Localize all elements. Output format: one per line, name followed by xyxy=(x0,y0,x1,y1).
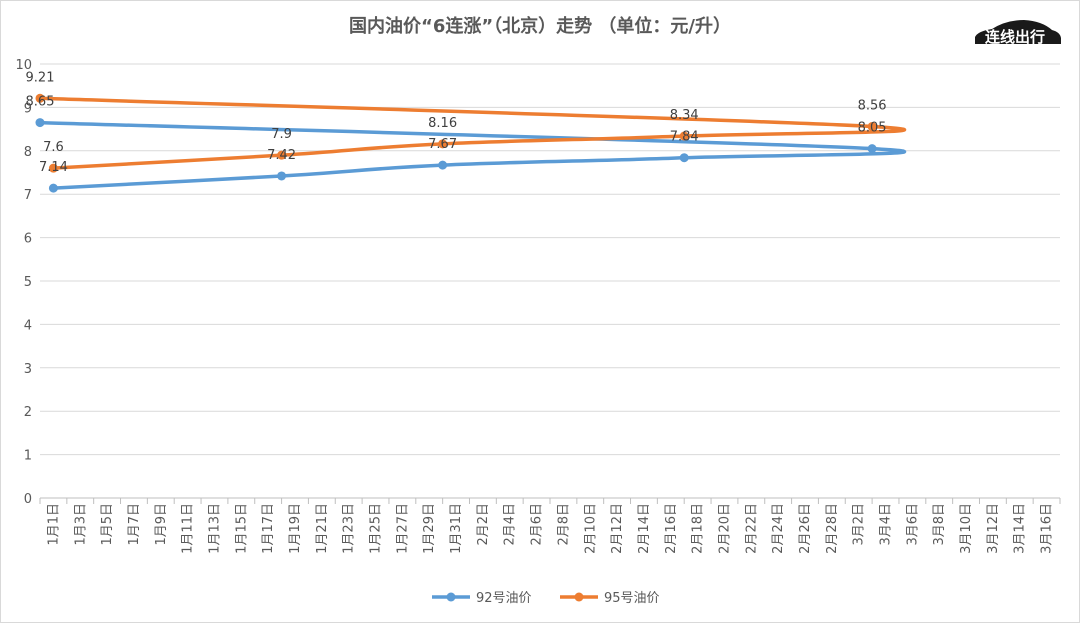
y-tick-label: 9 xyxy=(24,101,32,116)
data-label: 9.21 xyxy=(26,70,55,85)
data-labels: 7.14 7.42 7.67 7.84 8.05 8.65 7.6 7.9 8.16 8.34 8.… xyxy=(26,70,887,175)
y-tick-label: 8 xyxy=(24,145,32,160)
x-tick-label: 2月20日 xyxy=(717,503,732,554)
data-point xyxy=(867,121,877,131)
x-tick-label: 2月22日 xyxy=(744,503,759,554)
brand-logo: 连线出行 xyxy=(975,20,1061,46)
data-label: 7.14 xyxy=(39,160,68,175)
data-point xyxy=(48,183,58,193)
data-point xyxy=(48,163,58,173)
y-tick-label: 4 xyxy=(24,318,32,333)
gridlines xyxy=(40,63,1060,456)
legend-item[interactable]: 92号油价 xyxy=(432,591,532,606)
chart-title: 国内油价“6连涨”（北京）走势 （单位：元/升） xyxy=(349,15,731,37)
y-tick-label: 7 xyxy=(24,188,32,203)
x-tick-label: 1月13日 xyxy=(207,503,222,554)
x-tick-label: 3月12日 xyxy=(986,503,1001,554)
x-tick-label: 1月21日 xyxy=(315,503,330,554)
data-point xyxy=(277,171,287,181)
logo-text: 连线出行 xyxy=(985,28,1045,46)
data-point xyxy=(35,93,45,103)
x-tick-label: 3月16日 xyxy=(1040,503,1055,554)
x-tick-label: 2月14日 xyxy=(637,503,652,554)
data-point xyxy=(35,118,45,128)
y-tick-label: 5 xyxy=(24,275,32,290)
x-tick-label: 3月14日 xyxy=(1013,503,1028,554)
x-tick-label: 2月6日 xyxy=(530,503,545,546)
data-label: 7.67 xyxy=(428,137,457,152)
x-tick-label: 2月24日 xyxy=(771,503,786,554)
legend-item[interactable]: 95号油价 xyxy=(560,591,660,606)
y-axis: 0 1 2 3 4 5 6 7 8 9 10 xyxy=(15,58,32,507)
x-tick-label: 1月15日 xyxy=(234,503,249,554)
x-tick-label: 3月2日 xyxy=(852,503,867,546)
x-tick-label: 1月9日 xyxy=(154,503,169,546)
x-tick-label: 1月23日 xyxy=(342,503,357,554)
x-tick-label: 1月19日 xyxy=(288,503,303,554)
data-point xyxy=(438,139,448,149)
series-group xyxy=(35,93,907,193)
x-tick-label: 1月29日 xyxy=(422,503,437,554)
data-label: 7.6 xyxy=(43,140,64,155)
data-label: 7.84 xyxy=(670,130,699,145)
x-tick-label: 3月4日 xyxy=(879,503,894,546)
data-point xyxy=(679,131,689,141)
x-tick-label: 2月12日 xyxy=(610,503,625,554)
data-point xyxy=(679,153,689,163)
data-point xyxy=(438,160,448,170)
data-label: 8.65 xyxy=(26,95,55,110)
x-tick-label: 1月17日 xyxy=(261,503,276,554)
x-tick-label: 2月8日 xyxy=(556,503,571,546)
series-line xyxy=(39,96,907,170)
y-tick-label: 2 xyxy=(24,405,32,420)
y-tick-label: 1 xyxy=(24,449,32,464)
x-tick-label: 3月8日 xyxy=(932,503,947,546)
x-tick-label: 1月3日 xyxy=(73,503,88,546)
x-tick-label: 1月7日 xyxy=(127,503,142,546)
x-tick-label: 2月18日 xyxy=(691,503,706,554)
x-axis: 1月1日 1月3日 1月5日 1月7日 1月9日 1月11日 1月13日 1月15日 1月17日… xyxy=(39,497,1061,554)
legend-point-marker xyxy=(446,592,456,602)
x-tick-label: 2月2日 xyxy=(476,503,491,546)
car-silhouette-icon xyxy=(975,20,1061,44)
x-tick-label: 1月11日 xyxy=(181,503,196,554)
y-tick-label: 0 xyxy=(24,492,32,507)
x-tick-label: 1月27日 xyxy=(395,503,410,554)
data-label: 8.56 xyxy=(858,98,887,113)
x-tick-label: 2月16日 xyxy=(664,503,679,554)
x-tick-label: 1月25日 xyxy=(369,503,384,554)
data-label: 7.42 xyxy=(267,148,296,163)
y-tick-label: 3 xyxy=(24,362,32,377)
y-tick-label: 10 xyxy=(15,58,32,73)
data-point xyxy=(277,150,287,160)
data-label: 8.34 xyxy=(670,108,699,123)
x-tick-label: 1月1日 xyxy=(46,503,61,546)
x-tick-label: 2月4日 xyxy=(503,503,518,546)
legend-point-marker xyxy=(574,592,584,602)
x-tick-label: 3月6日 xyxy=(905,503,920,546)
x-tick-label: 2月26日 xyxy=(798,503,813,554)
legend-label: 95号油价 xyxy=(604,591,660,606)
x-tick-label: 1月5日 xyxy=(100,503,115,546)
x-tick-label: 2月28日 xyxy=(825,503,840,554)
legend-label: 92号油价 xyxy=(476,591,532,606)
x-tick-label: 1月31日 xyxy=(449,503,464,554)
data-point xyxy=(867,144,877,154)
data-label: 8.05 xyxy=(858,121,887,136)
legend[interactable]: 92号油价 95号油价 xyxy=(432,591,660,606)
x-tick-label: 3月10日 xyxy=(959,503,974,554)
data-label: 7.9 xyxy=(271,127,292,142)
x-tick-label: 2月10日 xyxy=(583,503,598,554)
y-tick-label: 6 xyxy=(24,232,32,247)
data-label: 8.16 xyxy=(428,116,457,131)
